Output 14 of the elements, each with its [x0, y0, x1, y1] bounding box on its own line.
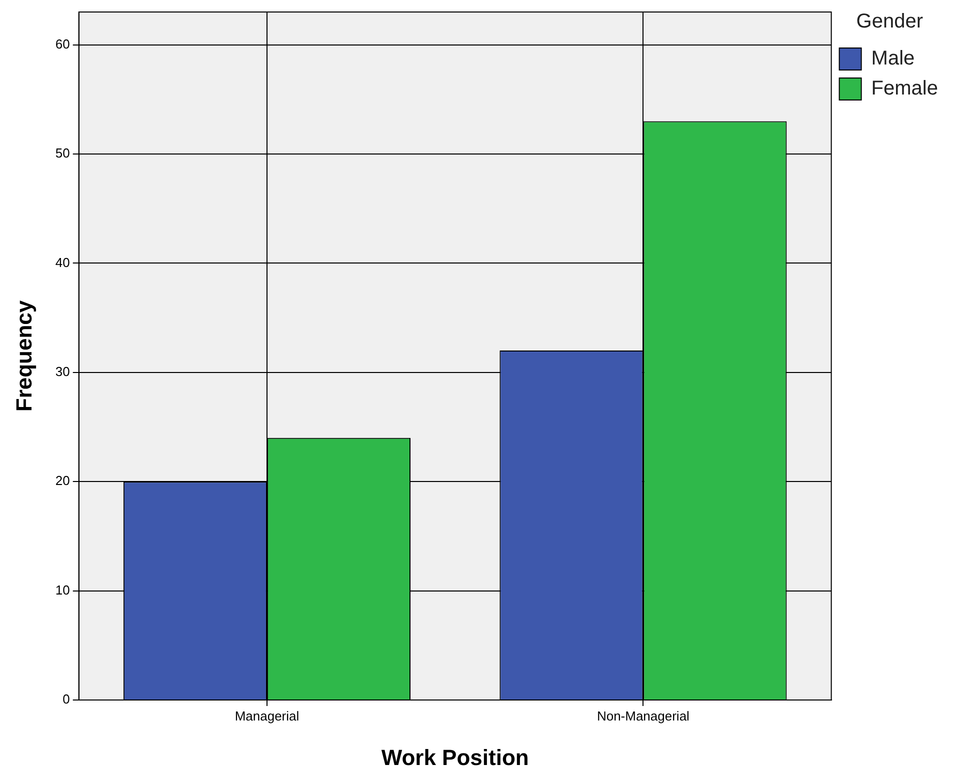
x-tick-label: Managerial [234, 708, 300, 724]
y-tick-label: 50 [55, 146, 70, 161]
y-tick-label: 60 [55, 36, 70, 52]
legend-label: Female [871, 78, 938, 100]
y-tick-label: 40 [55, 254, 70, 270]
y-tick-label: 0 [62, 692, 70, 707]
y-axis-title: Frequency [11, 300, 36, 412]
y-tick-label: 30 [55, 364, 70, 379]
x-axis-title: Work Position [381, 744, 529, 770]
y-tick-label: 20 [55, 473, 70, 488]
y-tick-label: 10 [55, 582, 70, 598]
x-tick-label: Non-Managerial [596, 708, 690, 724]
legend-title: Gender [856, 10, 924, 33]
legend-label: Male [871, 48, 915, 70]
